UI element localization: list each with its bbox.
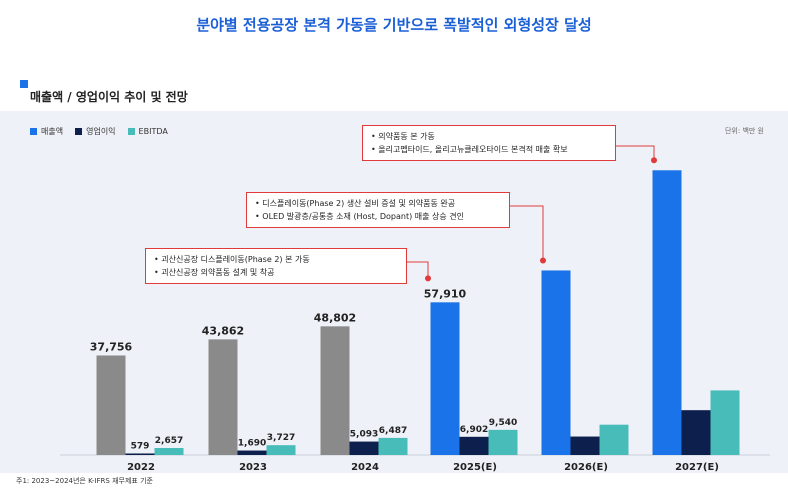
bar-operating-profit-2025(E) <box>459 436 489 455</box>
x-tick-label-2024: 2024 <box>351 462 379 473</box>
callout-2025-line-1: 괴산신공장 디스플레이동(Phase 2) 본 가동 <box>154 253 398 266</box>
callout-2027-line-1: 의약품동 본 가동 <box>371 130 607 143</box>
bar-revenue-2027(E) <box>652 170 682 456</box>
callout-2026: 디스플레이동(Phase 2) 생산 설비 증설 및 의약품동 완공 OLED … <box>246 192 510 228</box>
callout-2026-line-1: 디스플레이동(Phase 2) 생산 설비 증설 및 의약품동 완공 <box>255 197 501 210</box>
data-label-operating-profit-2025(E): 6,902 <box>460 425 488 435</box>
section-title: 매출액 / 영업이익 추이 및 전망 <box>30 90 188 104</box>
legend-swatch-revenue <box>30 128 37 135</box>
bar-revenue-2023 <box>208 339 238 455</box>
bar-operating-profit-2023 <box>237 450 267 455</box>
x-tick-label-2026(E): 2026(E) <box>564 462 608 473</box>
bar-ebitda-2023 <box>266 445 296 455</box>
bar-operating-profit-2022 <box>125 453 155 455</box>
callout-2026-line-2: OLED 발광층/공통층 소재 (Host, Dopant) 매출 상승 견인 <box>255 210 501 223</box>
legend-swatch-operating-profit <box>75 128 83 135</box>
footnote: 주1: 2023~2024년은 K-IFRS 재무제표 기준 <box>16 477 153 485</box>
data-label-ebitda-2024: 6,487 <box>379 426 407 436</box>
callout-connector-3 <box>598 145 655 161</box>
callout-dot-2 <box>540 257 546 264</box>
bar-ebitda-2027(E) <box>710 390 740 455</box>
callout-2027: 의약품동 본 가동 올리고펩타이드, 올리고뉴클레오타이드 본격적 매출 확보 <box>362 125 616 161</box>
legend-item-operating-profit: 영업이익 <box>75 126 116 137</box>
bar-ebitda-2024 <box>378 437 408 455</box>
legend-label-revenue: 매출액 <box>41 127 64 136</box>
legend-item-revenue: 매출액 <box>30 126 63 137</box>
legend-label-operating-profit: 영업이익 <box>86 127 116 136</box>
data-label-operating-profit-2022: 579 <box>131 441 150 451</box>
x-tick-label-2027(E): 2027(E) <box>675 462 719 473</box>
x-tick-label-2022: 2022 <box>127 462 155 473</box>
callout-2025-line-2: 괴산신공장 의약품동 설계 및 착공 <box>154 266 398 279</box>
bar-operating-profit-2024 <box>349 441 379 455</box>
legend-swatch-ebitda <box>127 128 135 135</box>
callout-dot-3 <box>651 157 657 164</box>
callout-2025: 괴산신공장 디스플레이동(Phase 2) 본 가동 괴산신공장 의약품동 설계… <box>145 248 407 284</box>
chart-legend: 매출액 영업이익 EBITDA <box>30 126 168 137</box>
data-label-revenue-2022: 37,756 <box>90 340 133 353</box>
data-label-revenue-2025(E): 57,910 <box>424 287 467 300</box>
data-label-revenue-2024: 48,802 <box>314 311 356 324</box>
bar-revenue-2025(E) <box>430 302 460 455</box>
bar-ebitda-2026(E) <box>599 424 629 455</box>
callout-dot-1 <box>425 275 431 282</box>
bar-revenue-2022 <box>96 355 126 455</box>
unit-label: 단위: 백만 원 <box>724 127 764 135</box>
data-label-ebitda-2023: 3,727 <box>267 433 295 443</box>
bar-revenue-2026(E) <box>541 270 571 455</box>
bar-revenue-2024 <box>320 326 350 455</box>
bar-ebitda-2025(E) <box>488 429 518 455</box>
data-label-operating-profit-2023: 1,690 <box>238 439 266 449</box>
legend-label-ebitda: EBITDA <box>138 127 168 136</box>
x-tick-label-2025(E): 2025(E) <box>453 462 497 473</box>
bar-ebitda-2022 <box>154 447 184 455</box>
data-label-ebitda-2025(E): 9,540 <box>489 418 517 428</box>
callout-2027-line-2: 올리고펩타이드, 올리고뉴클레오타이드 본격적 매출 확보 <box>371 143 607 156</box>
data-label-ebitda-2022: 2,657 <box>155 436 183 446</box>
bar-operating-profit-2026(E) <box>570 436 600 455</box>
legend-item-ebitda: EBITDA <box>127 126 168 137</box>
section-marker <box>20 80 28 88</box>
x-tick-label-2023: 2023 <box>239 462 267 473</box>
data-label-revenue-2023: 43,862 <box>202 324 244 337</box>
bar-operating-profit-2027(E) <box>681 410 711 455</box>
page-headline: 분야별 전용공장 본격 가동을 기반으로 폭발적인 외형성장 달성 <box>196 16 592 34</box>
data-label-operating-profit-2024: 5,093 <box>350 430 378 440</box>
